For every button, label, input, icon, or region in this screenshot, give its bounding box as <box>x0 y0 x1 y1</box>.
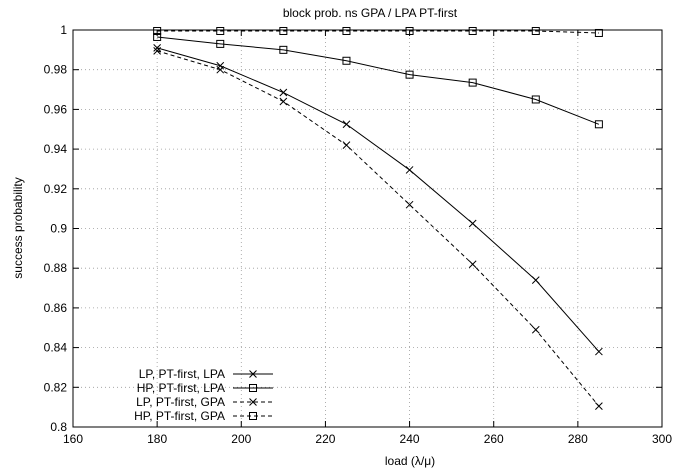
series-3 <box>153 46 603 411</box>
y-tick-label: 1 <box>60 23 67 37</box>
series-line <box>156 50 600 407</box>
legend-marker <box>249 398 257 406</box>
series-line <box>157 30 599 34</box>
legend-entry: LP, PT-first, GPA <box>136 395 273 409</box>
legend-label: LP, PT-first, GPA <box>136 395 225 409</box>
data-point <box>531 325 540 334</box>
series-line <box>157 47 600 352</box>
data-point <box>595 347 603 356</box>
y-tick-label: 0.98 <box>44 63 68 77</box>
x-tick-label: 180 <box>147 432 167 446</box>
y-tick-label: 0.8 <box>50 420 67 434</box>
series-1 <box>153 44 603 356</box>
data-point <box>342 26 351 35</box>
series-layer <box>153 26 603 411</box>
data-point <box>468 219 477 228</box>
legend-marker <box>249 412 257 420</box>
y-tick-label: 0.92 <box>44 182 68 196</box>
data-point <box>594 28 603 37</box>
data-point <box>216 65 225 74</box>
data-point <box>216 26 225 35</box>
data-point <box>279 26 288 35</box>
x-tick-label: 280 <box>568 432 588 446</box>
series-2 <box>153 32 603 129</box>
chart-title: block prob. ns GPA / LPA PT-first <box>283 6 458 20</box>
data-point <box>531 95 540 104</box>
data-point <box>468 26 477 35</box>
data-point <box>279 97 288 106</box>
series-line <box>157 36 600 125</box>
data-point <box>342 120 351 129</box>
legend-label: HP, PT-first, LPA <box>137 381 225 395</box>
legend-entry: HP, PT-first, GPA <box>134 409 273 423</box>
legend-label: LP, PT-first, LPA <box>139 367 225 381</box>
data-point <box>531 26 540 35</box>
legend-marker <box>249 384 257 392</box>
x-tick-label: 160 <box>63 432 83 446</box>
y-tick-label: 0.9 <box>50 222 67 236</box>
legend-entry: LP, PT-first, LPA <box>139 367 273 381</box>
legend-marker <box>249 370 257 378</box>
tick-labels: 160 180 200 220 240 260 280 300 0.8 0.82 0.84 0.86 0… <box>44 23 673 446</box>
data-point <box>468 78 477 87</box>
data-point <box>405 200 414 209</box>
legend-entry: HP, PT-first, LPA <box>137 381 273 395</box>
data-point <box>531 276 540 284</box>
data-point <box>405 166 414 174</box>
x-tick-label: 220 <box>315 432 335 446</box>
data-point <box>342 56 351 65</box>
y-tick-label: 0.94 <box>44 142 68 156</box>
x-tick-label: 240 <box>400 432 420 446</box>
x-tick-label: 300 <box>652 432 672 446</box>
legend-label: HP, PT-first, GPA <box>134 409 225 423</box>
data-point <box>405 70 414 79</box>
axis-ticks <box>72 29 663 428</box>
x-tick-label: 200 <box>231 432 251 446</box>
data-point <box>342 141 351 149</box>
y-tick-label: 0.86 <box>44 301 68 315</box>
data-point <box>595 402 603 411</box>
data-point <box>279 88 288 97</box>
data-point <box>216 61 225 70</box>
y-tick-label: 0.82 <box>44 380 68 394</box>
data-point <box>153 44 161 52</box>
data-point <box>216 39 225 48</box>
series-4 <box>153 26 603 37</box>
y-tick-label: 0.96 <box>44 102 68 116</box>
data-point <box>153 46 161 55</box>
y-tick-label: 0.88 <box>44 261 68 275</box>
data-point <box>279 45 288 54</box>
x-tick-label: 260 <box>484 432 504 446</box>
data-point <box>468 260 477 269</box>
y-axis-label: success probability <box>11 177 25 278</box>
data-point <box>594 120 603 129</box>
y-tick-label: 0.84 <box>44 341 68 355</box>
x-axis-label: load (λ/μ) <box>385 454 435 468</box>
